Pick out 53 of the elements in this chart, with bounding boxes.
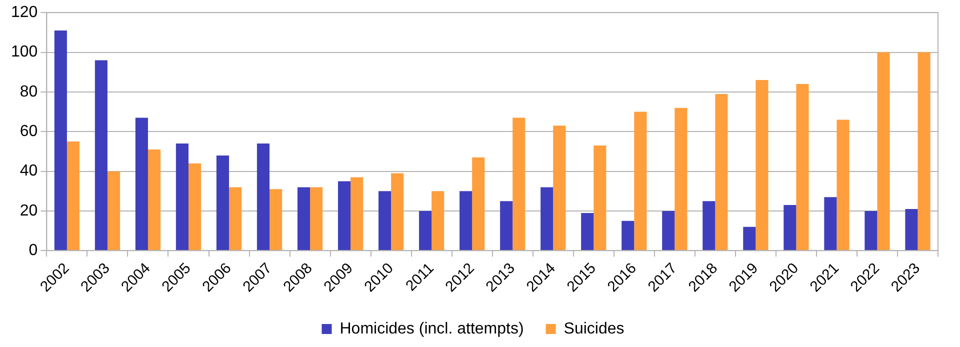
bar	[756, 80, 768, 250]
bar	[918, 52, 930, 250]
bar	[836, 120, 850, 250]
y-tick-label: 120	[10, 4, 38, 22]
bar	[634, 112, 647, 250]
bar	[472, 157, 485, 250]
bar	[784, 205, 796, 250]
bar	[391, 173, 404, 250]
bar	[66, 142, 80, 250]
y-tick-label: 100	[10, 44, 38, 61]
bar	[148, 149, 161, 250]
bar	[297, 187, 310, 250]
bar	[176, 144, 188, 250]
bar	[824, 197, 837, 250]
bar	[107, 171, 120, 250]
bar	[188, 163, 202, 250]
bar	[674, 108, 688, 250]
bar	[553, 126, 566, 250]
bar	[512, 118, 526, 250]
bar	[229, 187, 242, 250]
bar	[94, 60, 108, 250]
bar	[864, 210, 878, 250]
bar	[432, 191, 444, 250]
bar	[270, 189, 282, 250]
bar	[905, 209, 918, 250]
bar	[378, 191, 392, 250]
bar	[216, 155, 230, 250]
bar	[715, 94, 728, 250]
bar	[135, 118, 148, 250]
y-tick-label: 60	[20, 123, 38, 140]
bar	[743, 226, 756, 250]
bar	[350, 177, 364, 250]
legend-label: Suicides	[564, 320, 624, 338]
bar	[702, 201, 716, 250]
y-tick-label: 20	[20, 202, 38, 220]
y-tick-label: 0	[28, 242, 38, 260]
bar	[419, 210, 432, 250]
bar	[662, 210, 675, 250]
bar	[540, 187, 554, 250]
legend-label: Homicides (incl. attempts)	[340, 320, 524, 338]
bar	[460, 191, 472, 250]
bar	[338, 181, 351, 250]
bar	[54, 30, 67, 250]
bar	[877, 52, 890, 250]
bar	[796, 84, 809, 250]
bar	[500, 201, 513, 250]
bar	[256, 144, 270, 250]
bar	[581, 212, 594, 250]
y-tick-label: 80	[20, 83, 38, 100]
bar	[310, 187, 323, 250]
y-tick-label: 40	[20, 162, 38, 180]
bar	[622, 220, 634, 250]
bar	[594, 146, 606, 250]
